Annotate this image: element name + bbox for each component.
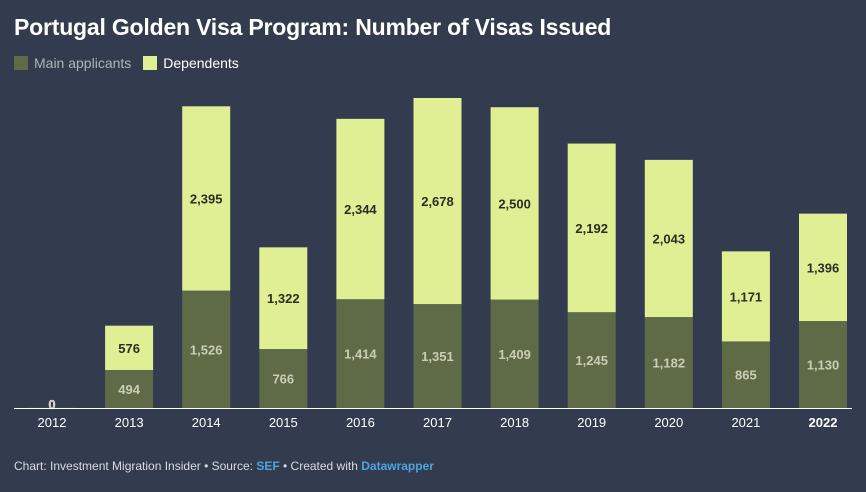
bar-main-2020 [644, 317, 693, 408]
data-label-dependents-2017: 2,678 [421, 194, 454, 209]
x-tick-label-2017: 2017 [423, 415, 452, 430]
data-label-dependents-2022: 1,396 [807, 260, 840, 275]
legend-swatch-main [14, 56, 28, 70]
legend-item-dependents: Dependents [143, 55, 239, 71]
data-label-dependents-2021: 1,171 [730, 289, 763, 304]
data-label-main-2017: 1,351 [421, 349, 454, 364]
x-tick-label-2012: 2012 [38, 415, 67, 430]
data-label-main-2022: 1,130 [807, 358, 840, 373]
data-label-main-2020: 1,182 [653, 356, 686, 371]
x-tick-label-2015: 2015 [269, 415, 298, 430]
bar-main-2014 [182, 290, 231, 408]
data-label-dependents-2019: 2,192 [575, 221, 608, 236]
data-label-main-2013: 494 [118, 382, 140, 397]
bar-dependents-2016 [336, 118, 385, 300]
source-link[interactable]: SEF [256, 459, 280, 473]
data-label-main-2015: 766 [272, 372, 294, 387]
data-label-dependents-2013: 576 [118, 341, 140, 356]
legend-label-main: Main applicants [34, 55, 132, 71]
data-label-main-2021: 865 [735, 368, 757, 383]
data-label-dependents-2015: 1,322 [267, 291, 300, 306]
footer-created-with: • Created with [279, 459, 362, 473]
x-tick-label-2020: 2020 [654, 415, 683, 430]
x-tick-label-2018: 2018 [500, 415, 529, 430]
chart-title: Portugal Golden Visa Program: Number of … [14, 14, 612, 40]
bar-dependents-2013 [105, 325, 154, 370]
bar-dependents-2018 [490, 107, 539, 300]
bar-main-2013 [105, 369, 154, 408]
footer-credit: Chart: Investment Migration Insider • So… [14, 459, 257, 473]
chart-footer: Chart: Investment Migration Insider • So… [14, 459, 434, 473]
bar-main-2018 [490, 299, 539, 408]
data-label-main-2012: 0 [48, 397, 55, 412]
bar-main-2015 [259, 349, 308, 408]
legend-label-dependents: Dependents [163, 55, 239, 71]
datawrapper-link[interactable]: Datawrapper [361, 459, 434, 473]
x-tick-label-2022: 2022 [809, 415, 838, 430]
x-tick-label-2013: 2013 [115, 415, 144, 430]
bar-main-2017 [413, 304, 462, 408]
data-label-dependents-2018: 2,500 [498, 196, 531, 211]
bar-main-2019 [567, 312, 616, 408]
data-label-main-2019: 1,245 [575, 353, 608, 368]
bar-dependents-2019 [567, 143, 616, 313]
bar-main-2021 [721, 341, 770, 408]
bar-dependents-2014 [182, 106, 231, 291]
bar-main-2022 [799, 321, 847, 408]
x-tick-label-2021: 2021 [731, 415, 760, 430]
data-label-dependents-2016: 2,344 [344, 202, 377, 217]
bar-main-2016 [336, 299, 385, 408]
bar-dependents-2022 [799, 213, 847, 322]
legend-swatch-dependents [143, 56, 158, 70]
legend-item-main: Main applicants [14, 55, 131, 71]
chart-legend: Main applicants Dependents [14, 55, 251, 71]
x-tick-label-2016: 2016 [346, 415, 375, 430]
bar-dependents-2021 [721, 251, 770, 342]
data-label-main-2014: 1,526 [190, 342, 223, 357]
data-label-dependents-2014: 2,395 [190, 191, 223, 206]
data-label-dependents-2020: 2,043 [653, 231, 686, 246]
bar-dependents-2015 [259, 247, 308, 350]
data-label-main-2016: 1,414 [344, 347, 377, 362]
x-tick-label-2014: 2014 [192, 415, 221, 430]
data-label-main-2018: 1,409 [498, 347, 531, 362]
bar-dependents-2020 [644, 159, 693, 318]
x-tick-label-2019: 2019 [577, 415, 606, 430]
bar-dependents-2017 [413, 98, 462, 305]
